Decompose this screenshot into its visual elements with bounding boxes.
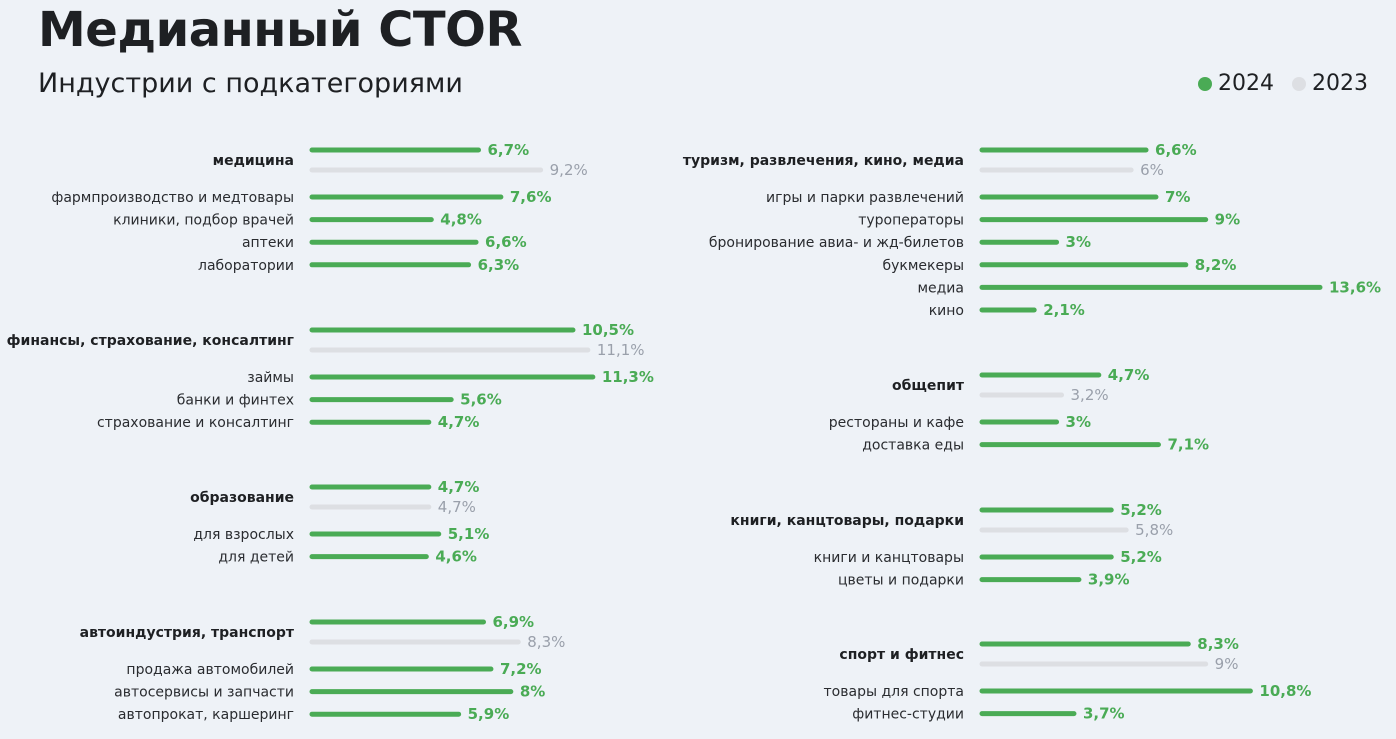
subcategory-label: для взрослых — [193, 527, 294, 543]
subcategory-label: кино — [929, 303, 964, 319]
subcategory-label: автосервисы и запчасти — [114, 685, 294, 701]
page-subtitle: Индустрии с подкатегориями — [38, 68, 463, 99]
value-label-2024: 8,3% — [1197, 635, 1239, 653]
legend-item-2023: 2023 — [1292, 70, 1368, 98]
subcategory-label: товары для спорта — [824, 684, 964, 700]
value-label-2024: 5,2% — [1120, 501, 1162, 519]
subcategory-value-label: 3% — [1066, 233, 1091, 251]
subcategory-label: бронирование авиа- и жд-билетов — [709, 235, 964, 251]
chart-legend: 2024 2023 — [1198, 70, 1368, 98]
subcategory-label: аптеки — [242, 235, 294, 251]
value-label-2023: 4,7% — [438, 498, 476, 516]
subcategory-value-label: 5,2% — [1120, 548, 1162, 566]
subcategory-value-label: 8% — [520, 683, 545, 701]
subcategory-label: банки и финтех — [177, 393, 294, 409]
value-label-2023: 11,1% — [597, 341, 645, 359]
subcategory-value-label: 8,2% — [1195, 256, 1237, 274]
value-label-2023: 3,2% — [1071, 386, 1109, 404]
group-label: финансы, страхование, консалтинг — [7, 333, 294, 349]
subcategory-value-label: 7,2% — [500, 660, 542, 678]
subcategory-value-label: 11,3% — [602, 368, 654, 386]
subcategory-value-label: 2,1% — [1043, 301, 1085, 319]
group-label: общепит — [892, 378, 965, 394]
group-label: спорт и фитнес — [839, 647, 964, 663]
subcategory-label: займы — [247, 370, 294, 386]
group-label: туризм, развлечения, кино, медиа — [683, 153, 964, 169]
subcategory-value-label: 6,3% — [478, 256, 520, 274]
subcategory-value-label: 4,7% — [438, 413, 480, 431]
subcategory-value-label: 3,7% — [1083, 705, 1125, 723]
subcategory-label: цветы и подарки — [838, 573, 964, 589]
subcategory-label: туроператоры — [858, 213, 964, 229]
value-label-2024: 6,6% — [1155, 141, 1197, 159]
subcategory-label: фармпроизводство и медтовары — [51, 190, 294, 206]
subcategory-label: страхование и консалтинг — [97, 415, 294, 431]
subcategory-label: книги и канцтовары — [814, 550, 964, 566]
group-label: образование — [190, 490, 294, 506]
value-label-2023: 8,3% — [527, 633, 565, 651]
value-label-2023: 9,2% — [550, 161, 588, 179]
value-label-2024: 10,5% — [582, 321, 634, 339]
subcategory-label: продажа автомобилей — [126, 662, 294, 678]
subcategory-value-label: 5,9% — [468, 705, 510, 723]
value-label-2023: 9% — [1215, 655, 1239, 673]
value-label-2024: 6,7% — [488, 141, 530, 159]
subcategory-value-label: 3,9% — [1088, 571, 1130, 589]
value-label-2024: 4,7% — [1108, 366, 1150, 384]
subcategory-value-label: 5,6% — [460, 391, 502, 409]
subcategory-value-label: 9% — [1215, 211, 1240, 229]
group-label: автоиндустрия, транспорт — [80, 625, 295, 641]
subcategory-value-label: 4,8% — [440, 211, 482, 229]
value-label-2024: 4,7% — [438, 478, 480, 496]
group-label: медицина — [213, 153, 294, 169]
subcategory-label: доставка еды — [862, 438, 964, 454]
subcategory-label: игры и парки развлечений — [766, 190, 964, 206]
legend-dot-2023-icon — [1292, 77, 1306, 91]
legend-dot-2024-icon — [1198, 77, 1212, 91]
value-label-2023: 5,8% — [1135, 521, 1173, 539]
subcategory-label: лаборатории — [198, 258, 294, 274]
group-label: книги, канцтовары, подарки — [730, 513, 964, 529]
subcategory-label: букмекеры — [882, 258, 964, 274]
subcategory-label: рестораны и кафе — [829, 415, 964, 431]
subcategory-label: для детей — [218, 550, 294, 566]
page-title: Медианный CTOR — [38, 2, 522, 58]
value-label-2023: 6% — [1140, 161, 1164, 179]
subcategory-label: автопрокат, каршеринг — [118, 707, 294, 723]
subcategory-value-label: 7,1% — [1167, 436, 1209, 454]
legend-label-2024: 2024 — [1218, 71, 1274, 96]
subcategory-value-label: 4,6% — [435, 548, 477, 566]
subcategory-value-label: 5,1% — [448, 525, 490, 543]
legend-label-2023: 2023 — [1312, 71, 1368, 96]
value-label-2024: 6,9% — [492, 613, 534, 631]
subcategory-label: клиники, подбор врачей — [113, 213, 294, 229]
subcategory-value-label: 7% — [1165, 188, 1190, 206]
legend-item-2024: 2024 — [1198, 70, 1274, 98]
subcategory-value-label: 10,8% — [1259, 682, 1311, 700]
subcategory-value-label: 13,6% — [1329, 278, 1381, 296]
subcategory-value-label: 6,6% — [485, 233, 527, 251]
subcategory-value-label: 7,6% — [510, 188, 552, 206]
subcategory-label: фитнес-студии — [852, 707, 964, 723]
subcategory-label: медиа — [917, 280, 964, 296]
subcategory-value-label: 3% — [1066, 413, 1091, 431]
